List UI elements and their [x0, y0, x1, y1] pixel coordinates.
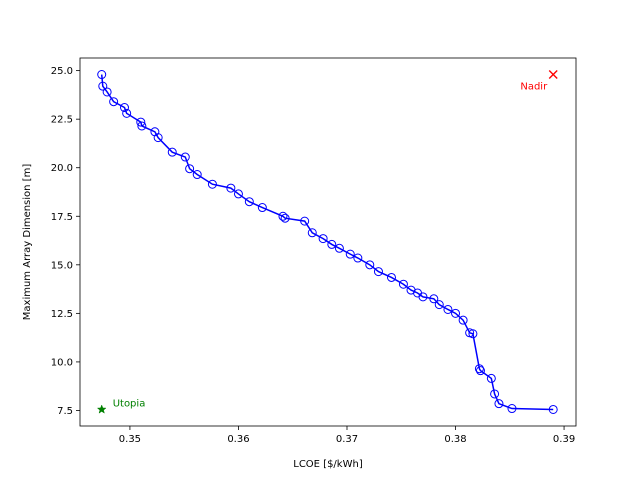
data-point: [507, 404, 517, 414]
data-point: [98, 81, 108, 91]
data-point: [122, 108, 132, 118]
data-point: [386, 272, 396, 282]
data-point: [97, 70, 107, 80]
nadir-label: Nadir: [520, 82, 548, 93]
data-point: [137, 121, 147, 131]
data-point: [257, 203, 267, 213]
y-tick-label: 15.0: [51, 260, 73, 271]
data-point: [418, 292, 428, 302]
y-tick-label: 25.0: [51, 66, 73, 77]
data-point: [226, 183, 236, 193]
axes-frame: [79, 57, 577, 427]
data-point: [318, 234, 328, 244]
x-tick-label: 0.37: [336, 434, 358, 445]
data-point: [494, 399, 504, 409]
data-point: [443, 304, 453, 314]
data-point: [345, 249, 355, 259]
data-point: [102, 87, 112, 97]
data-point: [109, 97, 119, 107]
data-point: [353, 253, 363, 263]
data-point: [334, 243, 344, 253]
data-point: [244, 197, 254, 207]
data-point: [434, 300, 444, 310]
data-point: [207, 179, 217, 189]
data-point: [180, 152, 190, 162]
data-point: [458, 315, 468, 325]
y-tick-label: 10.0: [51, 357, 73, 368]
data-point: [475, 366, 485, 376]
x-tick-label: 0.38: [444, 434, 466, 445]
plot-area: 0.35 0.36 0.37 0.38 0.39 7.5 10.0 12.5 15.0 17.5 2…: [51, 57, 577, 445]
data-point: [474, 364, 484, 374]
data-point: [429, 294, 439, 304]
data-point: [192, 170, 202, 180]
y-tick-label: 12.5: [51, 309, 73, 320]
data-point: [327, 239, 337, 249]
data-point: [490, 389, 500, 399]
data-point: [486, 373, 496, 383]
y-tick-label: 22.5: [51, 115, 73, 126]
data-point: [136, 117, 146, 127]
data-point: [280, 213, 290, 223]
data-point: [468, 329, 478, 339]
data-point: [451, 308, 461, 318]
data-point: [300, 216, 310, 226]
data-point: [398, 279, 408, 289]
x-axis-label: LCOE [$/kWh]: [293, 459, 363, 470]
data-point: [119, 103, 129, 113]
data-point: [185, 164, 195, 174]
data-point: [233, 189, 243, 199]
y-tick-label: 7.5: [57, 406, 73, 417]
nadir-marker-stroke: [548, 70, 558, 80]
data-point: [167, 147, 177, 157]
data-point: [373, 267, 383, 277]
y-tick-label: 20.0: [51, 163, 73, 174]
y-axis-label: Maximum Array Dimension [m]: [22, 164, 33, 321]
data-point: [365, 260, 375, 270]
utopia-marker: [96, 404, 107, 414]
utopia-label: Utopia: [113, 398, 146, 409]
data-point: [153, 133, 163, 143]
nadir-marker: [548, 70, 558, 80]
x-tick-label: 0.35: [119, 434, 141, 445]
data-point: [278, 211, 288, 221]
data-point: [307, 228, 317, 238]
x-tick-label: 0.39: [553, 434, 575, 445]
data-point: [548, 404, 558, 414]
x-tick-label: 0.36: [227, 434, 249, 445]
y-tick-label: 17.5: [51, 212, 73, 223]
series-line: [100, 74, 554, 411]
